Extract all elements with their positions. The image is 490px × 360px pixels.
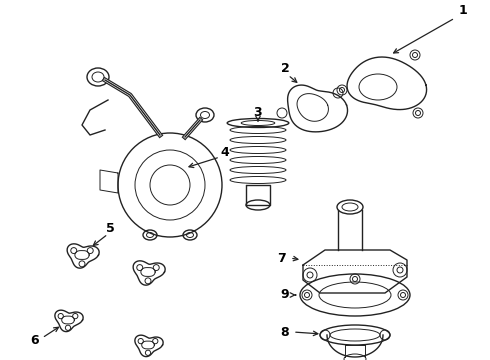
Text: 3: 3 [254,105,262,118]
Text: 6: 6 [31,333,39,346]
Text: 8: 8 [281,325,289,338]
Text: 2: 2 [281,62,290,75]
Text: 4: 4 [220,145,229,158]
Text: 7: 7 [278,252,286,265]
Text: 1: 1 [459,4,467,17]
Text: 9: 9 [281,288,289,302]
Text: 5: 5 [106,221,114,234]
